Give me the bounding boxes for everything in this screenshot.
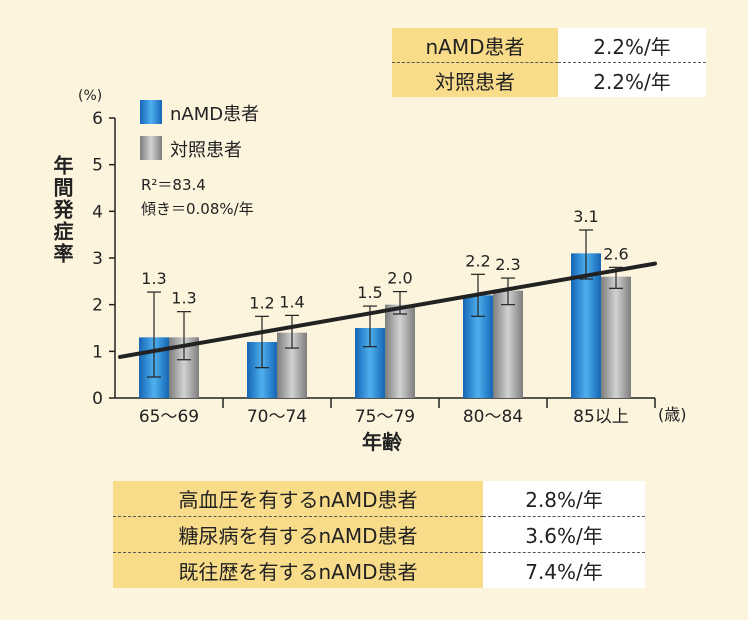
table-row: nAMD患者 2.2%/年 bbox=[392, 28, 706, 63]
y-tick-label: 2 bbox=[92, 296, 103, 316]
x-tick-label: 70～74 bbox=[247, 407, 307, 427]
table-row: 高血圧を有するnAMD患者 2.8%/年 bbox=[113, 481, 645, 517]
y-tick-label: 0 bbox=[92, 389, 103, 409]
rate-summary-table-top: nAMD患者 2.2%/年 対照患者 2.2%/年 bbox=[392, 28, 706, 97]
data-label: 1.5 bbox=[357, 283, 382, 302]
row-label: 対照患者 bbox=[392, 62, 558, 97]
data-label: 1.3 bbox=[171, 289, 196, 308]
data-label: 1.3 bbox=[141, 269, 166, 288]
x-axis-unit: (歳) bbox=[658, 405, 687, 424]
legend-swatch-control bbox=[140, 136, 162, 160]
row-label: nAMD患者 bbox=[392, 28, 558, 63]
x-tick-label: 65～69 bbox=[139, 407, 199, 427]
row-label: 既往歴を有するnAMD患者 bbox=[113, 552, 483, 588]
y-axis-unit: (%) bbox=[78, 88, 102, 104]
bar-control bbox=[601, 276, 631, 398]
trend-line bbox=[118, 261, 657, 359]
row-label: 高血圧を有するnAMD患者 bbox=[113, 481, 483, 517]
legend-swatch-namd bbox=[140, 100, 162, 124]
y-axis-title: 年間発症率 bbox=[50, 154, 74, 265]
legend-label-namd: nAMD患者 bbox=[170, 104, 259, 125]
r-squared-annotation: R²＝83.4 bbox=[141, 176, 206, 194]
row-value: 2.8%/年 bbox=[483, 481, 645, 517]
table-row: 既往歴を有するnAMD患者 7.4%/年 bbox=[113, 552, 645, 588]
x-tick-label: 75～79 bbox=[355, 407, 415, 427]
bar-chart: 0 1 2 3 4 5 6 65～69 70～74 75～79 80～84 85以上 1.3 1.2 1.… bbox=[50, 88, 687, 454]
row-value: 3.6%/年 bbox=[483, 516, 645, 553]
y-tick-label: 6 bbox=[92, 109, 103, 129]
data-label: 1.4 bbox=[279, 292, 304, 311]
table-row: 対照患者 2.2%/年 bbox=[392, 62, 706, 97]
row-value: 2.2%/年 bbox=[558, 28, 706, 63]
data-label: 3.1 bbox=[573, 207, 598, 226]
row-value: 7.4%/年 bbox=[483, 552, 645, 588]
row-value: 2.2%/年 bbox=[558, 62, 706, 97]
x-tick-label: 85以上 bbox=[573, 407, 629, 427]
data-label: 2.2 bbox=[465, 251, 490, 270]
y-tick-label: 5 bbox=[92, 156, 103, 176]
y-tick-label: 4 bbox=[92, 202, 103, 222]
data-label: 2.6 bbox=[603, 244, 628, 263]
row-label: 糖尿病を有するnAMD患者 bbox=[113, 516, 483, 553]
bar-control bbox=[493, 290, 523, 398]
legend-label-control: 対照患者 bbox=[170, 140, 242, 161]
data-label: 1.2 bbox=[249, 293, 274, 312]
rate-summary-table-bottom: 高血圧を有するnAMD患者 2.8%/年 糖尿病を有するnAMD患者 3.6%/… bbox=[113, 481, 645, 588]
x-axis-title: 年齢 bbox=[362, 430, 403, 454]
y-tick-label: 3 bbox=[92, 249, 103, 269]
slope-annotation: 傾き＝0.08%/年 bbox=[141, 200, 254, 218]
data-label: 2.3 bbox=[495, 255, 520, 274]
x-tick-label: 80～84 bbox=[463, 407, 523, 427]
table-row: 糖尿病を有するnAMD患者 3.6%/年 bbox=[113, 516, 645, 553]
y-tick-label: 1 bbox=[92, 342, 103, 362]
bar-control bbox=[385, 304, 415, 398]
data-label: 2.0 bbox=[387, 269, 412, 288]
